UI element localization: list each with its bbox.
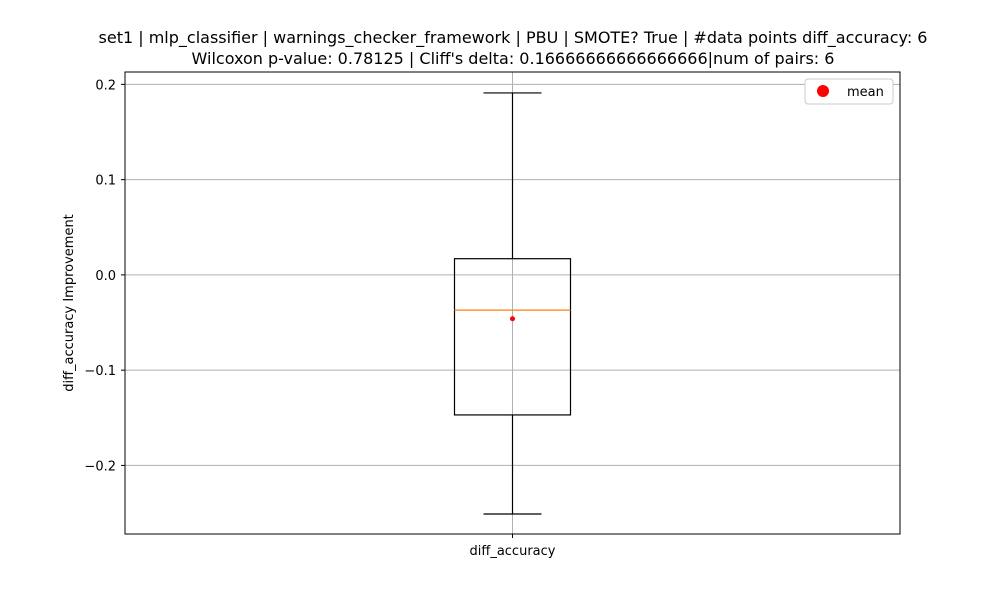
box-iqr	[453, 258, 572, 416]
box-layer	[453, 92, 572, 515]
y-tick-label: 0.1	[95, 174, 116, 189]
chart-title-line-2: Wilcoxon p-value: 0.78125 | Cliff's delt…	[192, 49, 835, 68]
legend-mean-marker	[817, 85, 829, 97]
legend-mean-label: mean	[847, 85, 884, 100]
y-tick-label: −0.1	[84, 364, 116, 379]
y-tick-label: −0.2	[84, 459, 116, 474]
mean-point	[510, 316, 515, 322]
y-axis-ticks: −0.2 −0.1 0.0 0.1 0.2	[84, 78, 125, 474]
legend-frame	[804, 78, 894, 105]
y-axis-label: diff_accuracy Improvement	[62, 214, 77, 392]
x-tick-label: diff_accuracy	[470, 544, 556, 559]
y-tick-label: 0.2	[95, 78, 116, 93]
chart-title-line-1: set1 | mlp_classifier | warnings_checker…	[99, 28, 928, 48]
y-tick-label: 0.0	[95, 269, 116, 284]
x-axis-ticks: diff_accuracy	[470, 534, 556, 559]
legend: mean	[804, 78, 894, 105]
